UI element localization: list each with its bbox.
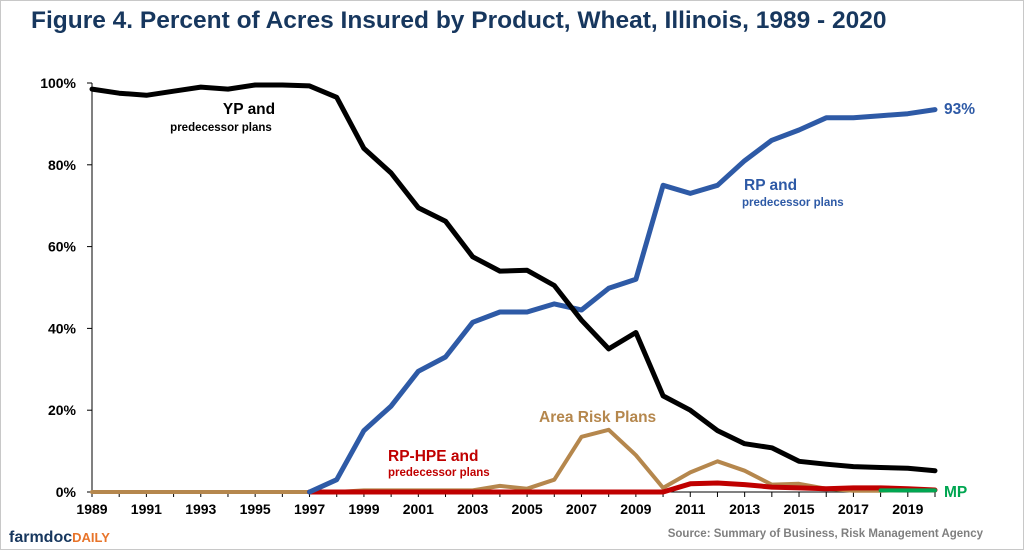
x-tick-label: 1991: [131, 501, 162, 517]
rp-series-line: [307, 107, 938, 495]
y-tick-label: 60%: [48, 239, 77, 255]
y-tick-label: 20%: [48, 402, 77, 418]
rphpe-series-sublabel: predecessor plans: [388, 467, 490, 479]
mp-series-label: MP: [944, 484, 967, 501]
x-tick-label: 2001: [403, 501, 434, 517]
x-tick-label: 1995: [240, 501, 271, 517]
y-tick-label: 40%: [48, 320, 77, 336]
x-tick-label: 1993: [185, 501, 216, 517]
y-tick-label: 100%: [40, 75, 76, 91]
source-note: Source: Summary of Business, Risk Manage…: [667, 528, 983, 540]
yp-series-sublabel: predecessor plans: [170, 122, 272, 134]
rp-end-value-label: 93%: [944, 101, 975, 118]
x-tick-label: 2015: [783, 501, 814, 517]
page-title: Figure 4. Percent of Acres Insured by Pr…: [31, 7, 887, 34]
x-tick-label: 2003: [457, 501, 488, 517]
x-tick-label: 2017: [838, 501, 869, 517]
yp-series-line: [89, 82, 938, 474]
area-series-line: [90, 427, 937, 494]
y-tick-label: 0%: [56, 484, 77, 500]
rphpe-series-label: RP-HPE and: [388, 448, 478, 465]
logo-accent-text: DAILY: [72, 530, 110, 545]
x-tick-label: 2007: [566, 501, 597, 517]
x-tick-label: 2009: [620, 501, 651, 517]
x-tick-label: 1999: [348, 501, 379, 517]
rp-series-sublabel: predecessor plans: [742, 197, 844, 209]
x-tick-label: 2019: [892, 501, 923, 517]
y-tick-label: 80%: [48, 157, 77, 173]
x-tick-label: 2005: [512, 501, 543, 517]
chart-labels: YP and predecessor plans RP and predeces…: [170, 101, 975, 501]
chart-axes: 0% 20% 40% 60% 80% 100% 1989 1991 1993 1995 1997 19…: [40, 75, 936, 517]
rphpe-series-line: [307, 480, 938, 495]
chart-lines: [89, 82, 938, 495]
x-tick-label: 1989: [76, 501, 107, 517]
rp-series-label: RP and: [744, 177, 797, 194]
farmdoc-daily-logo: farmdocDAILY: [9, 529, 110, 547]
yp-series-label: YP and: [223, 101, 275, 118]
logo-main-text: farmdoc: [9, 529, 73, 546]
x-tick-label: 2011: [675, 501, 706, 517]
x-tick-label: 1997: [294, 501, 325, 517]
x-tick-label: 2013: [729, 501, 760, 517]
area-series-label: Area Risk Plans: [539, 409, 656, 426]
